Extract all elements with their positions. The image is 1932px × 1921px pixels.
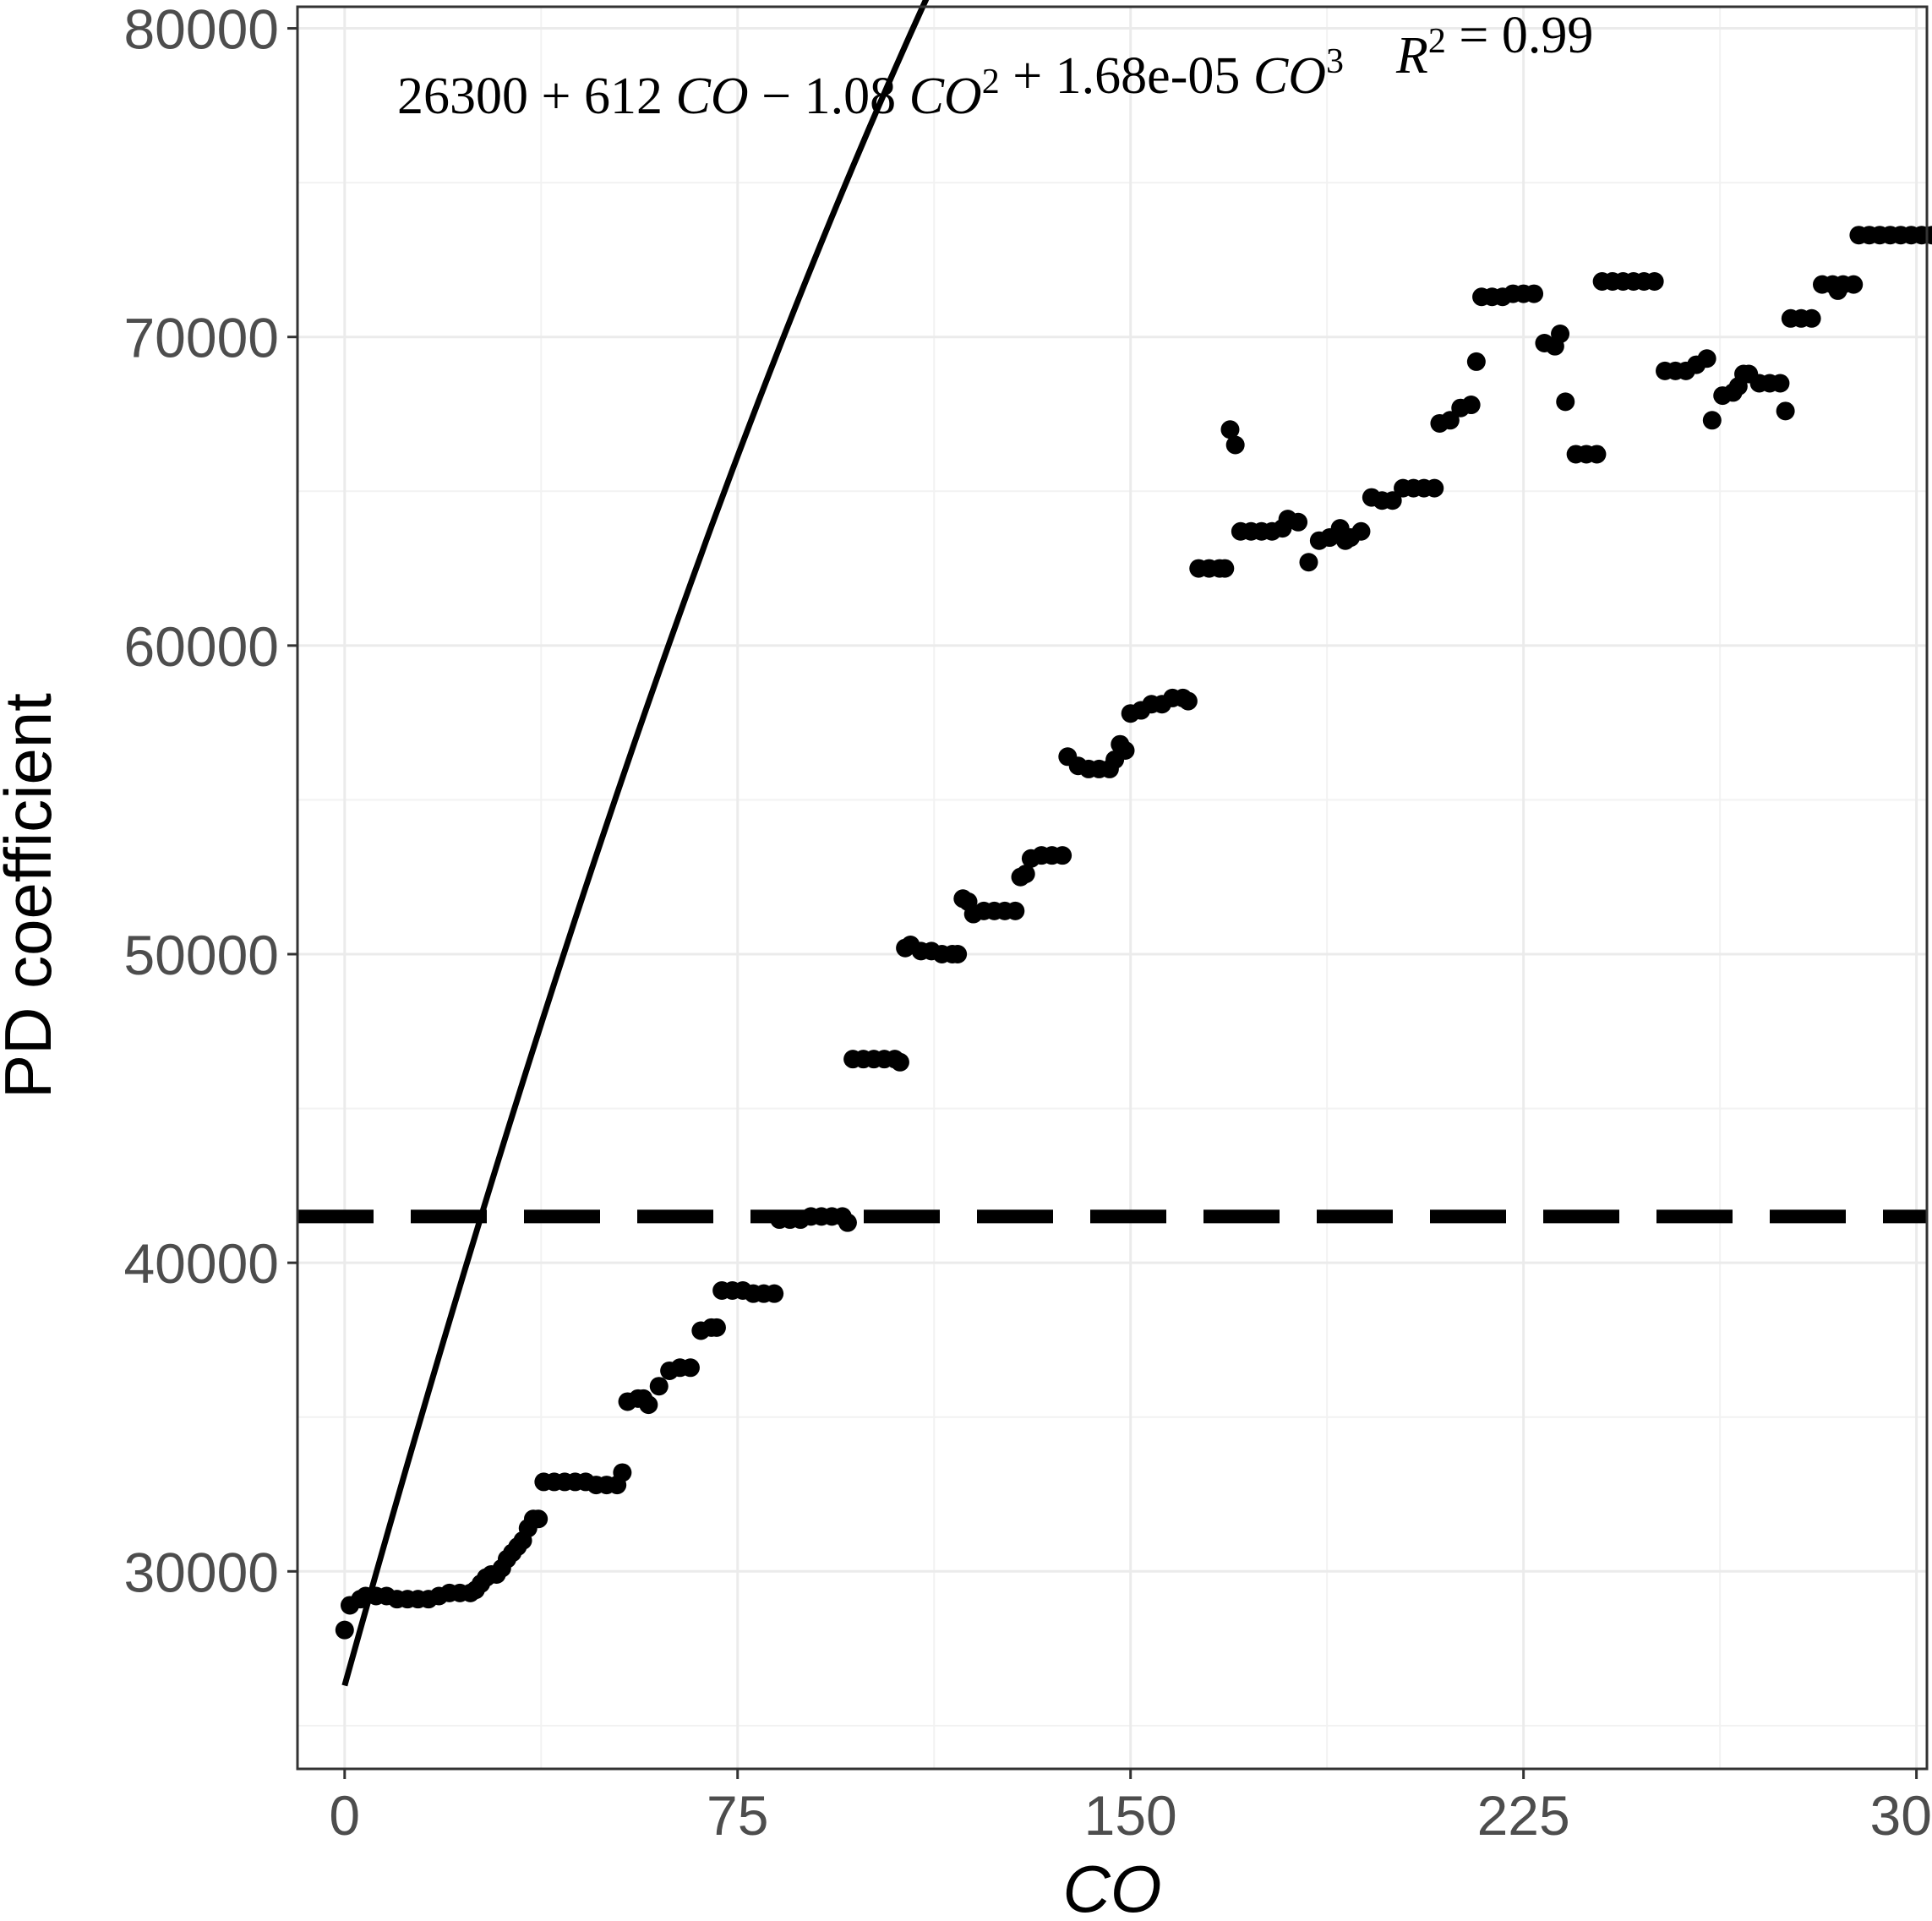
data-point <box>1215 559 1235 578</box>
x-axis-ticks: 0 75 150 225 300 <box>329 1769 1932 1847</box>
data-point <box>1299 553 1318 572</box>
data-point <box>1383 491 1402 510</box>
data-point <box>765 1284 784 1303</box>
y-tick-label: 50000 <box>123 924 279 986</box>
y-tick-label: 40000 <box>123 1232 279 1295</box>
grid-minor <box>297 7 1927 1769</box>
y-tick-label: 70000 <box>123 307 279 369</box>
fit-equation: 26300 + 612 CO − 1.08 CO2 + 1.68e-05 CO3… <box>397 7 1593 125</box>
equation-part: CO <box>909 68 982 125</box>
data-point <box>1587 445 1607 464</box>
data-point <box>1771 374 1790 393</box>
x-tick-label: 150 <box>1084 1784 1177 1847</box>
data-points <box>335 226 1932 1640</box>
data-point <box>639 1395 658 1415</box>
data-point <box>1776 401 1795 421</box>
equation-part: CO <box>675 68 748 125</box>
data-point <box>1461 396 1481 415</box>
data-point <box>335 1620 354 1640</box>
equation-superscript: 3 <box>1326 42 1344 81</box>
data-point <box>680 1358 700 1378</box>
data-point <box>1351 521 1371 541</box>
equation-part: − 1.08 <box>749 68 909 125</box>
data-point <box>1220 420 1240 439</box>
x-tick-label: 75 <box>707 1784 768 1847</box>
data-point <box>613 1463 632 1482</box>
equation-superscript: 2 <box>1428 22 1446 61</box>
equation-part: = 0.99 <box>1446 7 1593 64</box>
data-point <box>1525 284 1544 303</box>
x-tick-label: 300 <box>1870 1784 1932 1847</box>
data-point <box>1425 478 1444 498</box>
data-point <box>890 1052 909 1072</box>
data-point <box>649 1377 669 1396</box>
x-tick-label: 0 <box>329 1784 360 1847</box>
data-point <box>1289 512 1308 532</box>
equation-part: R <box>1395 27 1428 85</box>
y-tick-label: 80000 <box>123 0 279 61</box>
y-axis-title: PD coefficient <box>0 693 65 1099</box>
data-point <box>1556 392 1575 412</box>
equation-part <box>1344 27 1396 85</box>
fit-curve <box>341 0 930 1687</box>
data-point <box>1053 846 1072 865</box>
data-point <box>1551 325 1570 344</box>
data-point <box>1645 271 1664 291</box>
data-point <box>1116 741 1135 761</box>
equation-part: CO <box>1253 47 1326 105</box>
equation-superscript: 2 <box>982 63 1000 101</box>
equation-part: + 1.68e-05 <box>1000 47 1253 105</box>
panel-border <box>296 5 1929 1771</box>
y-tick-label: 30000 <box>123 1541 279 1603</box>
data-point <box>1466 352 1486 371</box>
y-axis-ticks: 30000 40000 50000 60000 70000 80000 <box>123 0 297 1603</box>
data-point <box>948 945 968 964</box>
data-point <box>1697 349 1716 368</box>
data-point <box>1702 411 1722 430</box>
grid-major <box>297 7 1927 1769</box>
data-point <box>1225 435 1245 455</box>
data-point <box>1178 691 1198 711</box>
x-tick-label: 225 <box>1477 1784 1570 1847</box>
y-tick-label: 60000 <box>123 615 279 678</box>
data-point <box>1802 308 1821 328</box>
data-point <box>1016 865 1035 884</box>
data-point <box>1844 275 1864 294</box>
data-point <box>1006 901 1025 920</box>
data-point <box>707 1318 726 1337</box>
equation-part: 26300 + 612 <box>397 68 675 125</box>
data-point <box>1440 411 1460 430</box>
data-point <box>529 1509 548 1529</box>
x-axis-title: CO <box>1063 1852 1162 1921</box>
data-point <box>838 1213 857 1232</box>
